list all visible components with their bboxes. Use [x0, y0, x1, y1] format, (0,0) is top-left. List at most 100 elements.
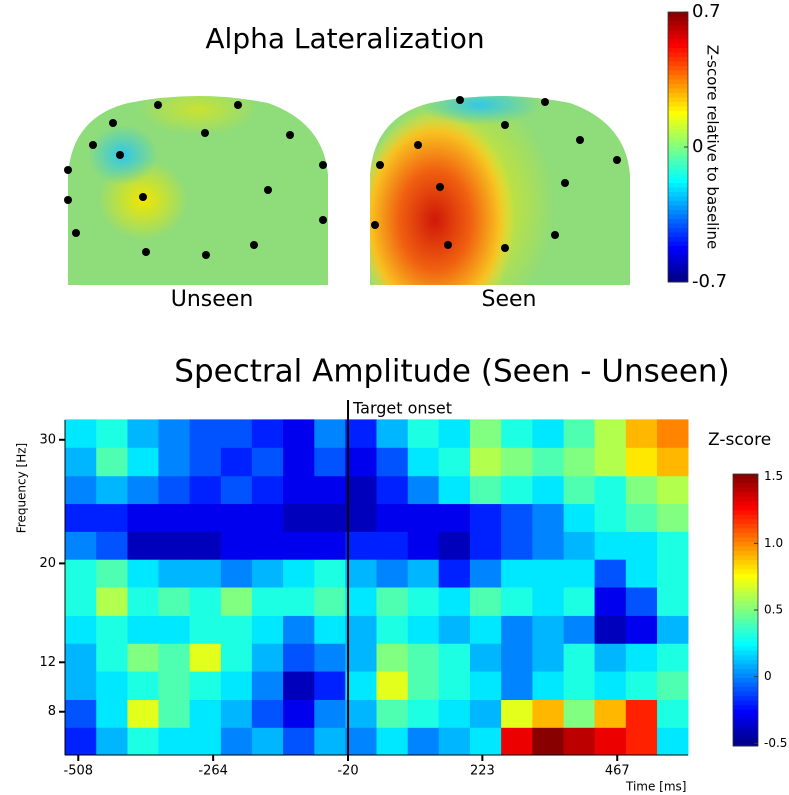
- heatmap-cell: [251, 419, 284, 449]
- colorbar-segment: [668, 61, 688, 67]
- heatmap-cell: [345, 615, 377, 645]
- colorbar-tick-label: 0.7: [692, 1, 721, 22]
- colorbar-segment: [733, 474, 758, 480]
- heatmap-cell: [376, 671, 409, 701]
- x-tick-label: -20: [337, 764, 358, 779]
- heatmap-cell: [657, 559, 689, 588]
- heatmap-cell: [127, 531, 159, 561]
- heatmap-cell: [251, 643, 284, 673]
- colorbar-segment: [733, 532, 758, 538]
- colorbar-segment: [733, 528, 758, 534]
- colorbar-segment: [668, 106, 688, 112]
- chart-title: Spectral Amplitude (Seen - Unseen): [174, 354, 729, 390]
- heatmap-cell: [314, 531, 346, 561]
- heatmap-cell: [96, 476, 128, 505]
- colorbar-segment: [733, 523, 758, 529]
- heatmap-cell: [657, 671, 689, 701]
- heatmap-cell: [407, 615, 440, 645]
- heatmap-cell: [469, 531, 502, 561]
- colorbar-segment: [668, 237, 688, 242]
- heatmap-cell: [96, 587, 128, 617]
- heatmap-cell: [501, 504, 533, 533]
- heatmap-cell: [314, 671, 346, 701]
- heatmap-cell: [563, 727, 596, 756]
- heatmap-cell: [563, 531, 596, 561]
- colorbar-segment: [668, 43, 688, 49]
- heatmap-cell: [469, 643, 502, 673]
- heatmap-cell: [594, 531, 627, 561]
- heatmap-cell: [220, 559, 253, 588]
- colorbar-segment: [668, 88, 688, 94]
- heatmap-cell: [220, 699, 253, 729]
- colorbar-segment: [668, 178, 688, 184]
- colorbar-segment: [733, 551, 758, 557]
- y-tick-label: 20: [39, 556, 56, 571]
- heatmap-cell: [283, 476, 315, 505]
- heatmap-cell: [127, 504, 159, 533]
- heatmap-cell: [563, 671, 596, 701]
- y-axis-label: Frequency [Hz]: [15, 443, 29, 534]
- colorbar-segment: [668, 34, 688, 40]
- colorbar-segment: [733, 741, 758, 747]
- heatmap-cell: [469, 419, 502, 449]
- heatmap-cell: [64, 447, 97, 477]
- heatmap-cell: [532, 727, 565, 756]
- heatmap-cell: [283, 419, 315, 449]
- heatmap-cell: [594, 615, 627, 645]
- colorbar-segment: [733, 682, 758, 688]
- heatmap-cell: [438, 419, 471, 449]
- heatmap-cell: [314, 643, 346, 673]
- heatmap-cell: [376, 727, 409, 756]
- colorbar-segment: [733, 591, 758, 597]
- heatmap-cell: [501, 699, 533, 729]
- heatmap-cell: [407, 447, 440, 477]
- heatmap-cell: [283, 587, 315, 617]
- heatmap-cell: [314, 447, 346, 477]
- colorbar-label: Z-score: [708, 430, 771, 450]
- colorbar-segment: [668, 174, 688, 179]
- colorbar-segment: [668, 57, 688, 62]
- colorbar-segment: [668, 192, 688, 197]
- colorbar-segment: [668, 39, 688, 44]
- colorbar-segment: [668, 156, 688, 161]
- x-axis-label: Time [ms]: [625, 780, 687, 794]
- colorbar-segment: [668, 259, 688, 265]
- heatmap-cell: [314, 504, 346, 533]
- heatmap-cell: [64, 643, 97, 673]
- colorbar-segment: [733, 605, 758, 611]
- colorbar-segment: [668, 228, 688, 233]
- heatmap-cell: [314, 615, 346, 645]
- heatmap-cell: [594, 559, 627, 588]
- colorbar-segment: [668, 277, 688, 283]
- colorbar-segment: [668, 79, 688, 85]
- heatmap-cell: [96, 615, 128, 645]
- heatmap-cell: [407, 727, 440, 756]
- heatmap-cell: [469, 504, 502, 533]
- heatmap-cell: [158, 476, 191, 505]
- heatmap-cell: [594, 671, 627, 701]
- heatmap-cell: [64, 419, 97, 449]
- heatmap-cell: [438, 587, 471, 617]
- heatmap-cell: [376, 699, 409, 729]
- heatmap-cell: [158, 447, 191, 477]
- heatmap-cell: [438, 643, 471, 673]
- colorbar-segment: [733, 610, 758, 616]
- heatmap-cell: [96, 643, 128, 673]
- colorbar-segment: [733, 600, 758, 606]
- heatmap-cell: [345, 643, 377, 673]
- colorbar-segment: [733, 483, 758, 489]
- colorbar-segment: [668, 205, 688, 211]
- heatmap-cell: [64, 476, 97, 505]
- heatmap-cell: [96, 447, 128, 477]
- colorbar-segment: [733, 487, 758, 493]
- heatmap-cell: [469, 447, 502, 477]
- heatmap-cell: [532, 476, 565, 505]
- heatmap-cell: [158, 671, 191, 701]
- heatmap-cell: [251, 476, 284, 505]
- heatmap-cell: [501, 419, 533, 449]
- colorbar-segment: [733, 691, 758, 697]
- heatmap-cell: [283, 504, 315, 533]
- colorbar-segment: [668, 264, 688, 269]
- heatmap-cell: [563, 476, 596, 505]
- heatmap-cell: [64, 559, 97, 588]
